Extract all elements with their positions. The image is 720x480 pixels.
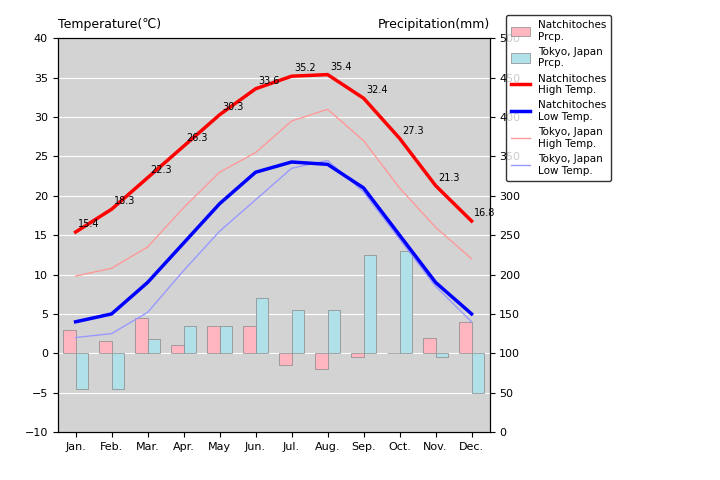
Bar — [436, 353, 448, 357]
Bar — [207, 326, 220, 353]
Text: 35.4: 35.4 — [330, 62, 352, 72]
Bar — [148, 339, 160, 353]
Text: 22.3: 22.3 — [150, 165, 172, 175]
Bar — [99, 341, 112, 353]
Bar — [292, 310, 304, 353]
Text: 16.8: 16.8 — [474, 208, 496, 218]
Bar — [112, 353, 124, 389]
Bar — [243, 326, 256, 353]
Text: Temperature(℃): Temperature(℃) — [58, 18, 161, 31]
Text: 21.3: 21.3 — [438, 173, 460, 183]
Bar — [459, 322, 472, 353]
Text: 26.3: 26.3 — [186, 133, 208, 144]
Bar — [171, 346, 184, 353]
Bar — [423, 337, 436, 353]
Bar — [328, 310, 340, 353]
Text: 32.4: 32.4 — [366, 85, 388, 96]
Bar — [184, 326, 196, 353]
Bar — [351, 353, 364, 357]
Bar — [256, 298, 268, 353]
Bar — [76, 353, 88, 389]
Bar — [220, 326, 232, 353]
Text: 27.3: 27.3 — [402, 126, 424, 135]
Bar — [472, 353, 484, 393]
Text: 33.6: 33.6 — [258, 76, 280, 86]
Legend: Natchitoches
Prcp., Tokyo, Japan
Prcp., Natchitoches
High Temp., Natchitoches
Lo: Natchitoches Prcp., Tokyo, Japan Prcp., … — [505, 15, 611, 181]
Bar — [63, 330, 76, 353]
Bar — [135, 318, 148, 353]
Text: 18.3: 18.3 — [114, 196, 136, 206]
Text: 30.3: 30.3 — [222, 102, 244, 112]
Text: 15.4: 15.4 — [78, 219, 100, 229]
Text: Precipitation(mm): Precipitation(mm) — [377, 18, 490, 31]
Bar — [400, 251, 412, 353]
Bar — [315, 353, 328, 369]
Text: 35.2: 35.2 — [294, 63, 316, 73]
Bar — [279, 353, 292, 365]
Bar — [364, 255, 376, 353]
